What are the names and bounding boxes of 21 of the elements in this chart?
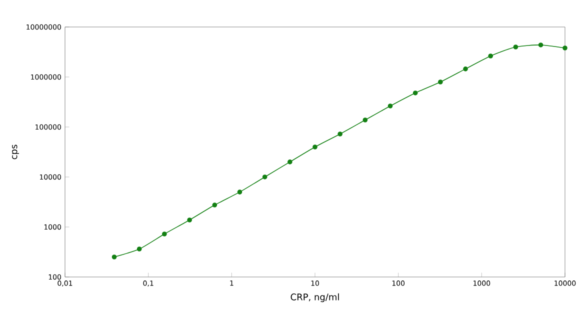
- point: [312, 144, 318, 150]
- point: [513, 44, 518, 50]
- y-axis-title: cps: [12, 144, 19, 160]
- point: [212, 202, 218, 208]
- point: [162, 232, 167, 236]
- point: [362, 118, 368, 122]
- x-axis-title: CRP, ng/ml: [290, 293, 339, 302]
- point: [438, 80, 443, 84]
- point: [412, 90, 418, 96]
- point: [562, 46, 568, 50]
- point: [237, 190, 242, 194]
- point: [288, 160, 292, 164]
- point: [488, 54, 493, 58]
- point: [136, 246, 142, 252]
- point: [262, 174, 268, 180]
- point: [187, 218, 192, 222]
- point: [338, 132, 342, 136]
- point: [463, 66, 468, 72]
- point: [112, 254, 117, 260]
- point: [388, 104, 393, 108]
- point: [538, 42, 544, 48]
